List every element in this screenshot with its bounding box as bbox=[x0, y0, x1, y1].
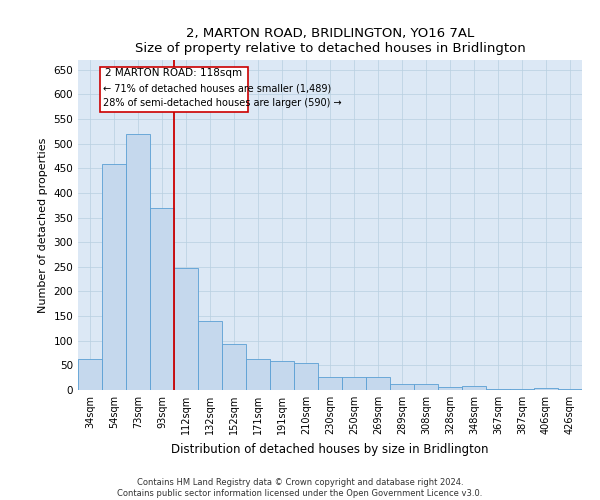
Bar bbox=[318, 376, 342, 390]
Bar bbox=[558, 388, 582, 390]
Bar bbox=[198, 321, 222, 390]
Bar bbox=[414, 384, 438, 390]
Bar bbox=[102, 164, 126, 390]
Bar bbox=[486, 388, 510, 390]
Bar bbox=[270, 362, 294, 390]
Bar bbox=[366, 376, 390, 390]
Bar bbox=[294, 363, 318, 390]
Bar bbox=[390, 384, 414, 390]
Bar bbox=[78, 360, 102, 390]
Bar bbox=[510, 388, 534, 390]
Bar bbox=[150, 208, 174, 390]
Bar bbox=[534, 388, 558, 390]
Y-axis label: Number of detached properties: Number of detached properties bbox=[38, 138, 48, 312]
Text: Contains HM Land Registry data © Crown copyright and database right 2024.
Contai: Contains HM Land Registry data © Crown c… bbox=[118, 478, 482, 498]
Bar bbox=[342, 377, 366, 390]
Bar bbox=[126, 134, 150, 390]
FancyBboxPatch shape bbox=[100, 68, 248, 112]
Text: ← 71% of detached houses are smaller (1,489): ← 71% of detached houses are smaller (1,… bbox=[103, 83, 331, 93]
Bar bbox=[246, 360, 270, 390]
Text: 2 MARTON ROAD: 118sqm: 2 MARTON ROAD: 118sqm bbox=[106, 68, 242, 78]
Text: 28% of semi-detached houses are larger (590) →: 28% of semi-detached houses are larger (… bbox=[103, 98, 342, 108]
Title: 2, MARTON ROAD, BRIDLINGTON, YO16 7AL
Size of property relative to detached hous: 2, MARTON ROAD, BRIDLINGTON, YO16 7AL Si… bbox=[134, 26, 526, 54]
Bar bbox=[438, 387, 462, 390]
Bar bbox=[222, 344, 246, 390]
Bar bbox=[174, 268, 198, 390]
X-axis label: Distribution of detached houses by size in Bridlington: Distribution of detached houses by size … bbox=[171, 442, 489, 456]
Bar bbox=[462, 386, 486, 390]
